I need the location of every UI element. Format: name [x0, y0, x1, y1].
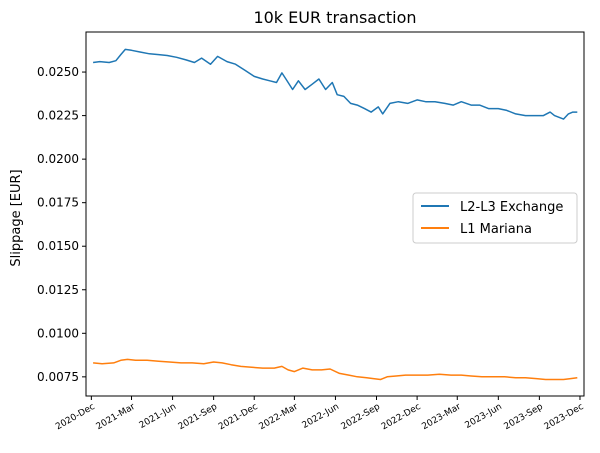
series-line-l2-l3-exchange [93, 48, 578, 120]
x-tick-label: 2023-Sep [503, 402, 546, 432]
x-tick-label: 2022-Dec [380, 402, 423, 432]
y-tick-label: 0.0125 [37, 283, 79, 297]
y-tick-label: 0.0225 [37, 109, 79, 123]
y-axis: 0.0075 0.0100 0.0125 0.0150 0.0175 0.0200 0.02… [37, 65, 86, 384]
series-line-l1-mariana [93, 358, 578, 381]
y-tick-label: 0.0175 [37, 196, 79, 210]
x-tick-label: 2023-Mar [420, 402, 463, 432]
y-tick-label: 0.0250 [37, 65, 79, 79]
x-tick-label: 2020-Dec [54, 402, 97, 432]
x-tick-label: 2021-Mar [95, 402, 138, 432]
y-tick-label: 0.0150 [37, 239, 79, 253]
x-tick-label: 2022-Sep [340, 402, 383, 432]
legend-box [412, 192, 578, 244]
x-tick-label: 2021-Jun [138, 402, 178, 431]
legend: L2-L3 Exchange L1 Mariana [412, 192, 578, 244]
x-tick-label: 2022-Mar [258, 402, 301, 432]
series-layer [93, 48, 578, 381]
x-tick-label: 2022-Jun [301, 402, 341, 431]
y-axis-label: Slippage [EUR] [9, 169, 24, 266]
y-tick-label: 0.0075 [37, 370, 79, 384]
legend-label-l2-l3-exchange: L2-L3 Exchange [460, 200, 563, 215]
y-tick-label: 0.0200 [37, 152, 79, 166]
x-tick-label: 2021-Sep [177, 402, 220, 432]
legend-label-l1-mariana: L1 Mariana [460, 222, 532, 237]
x-tick-label: 2021-Dec [217, 402, 260, 432]
x-tick-label: 2023-Dec [543, 402, 586, 432]
x-tick-label: 2023-Jun [464, 402, 504, 431]
y-tick-label: 0.0100 [37, 326, 79, 340]
chart-title: 10k EUR transaction [253, 8, 416, 27]
